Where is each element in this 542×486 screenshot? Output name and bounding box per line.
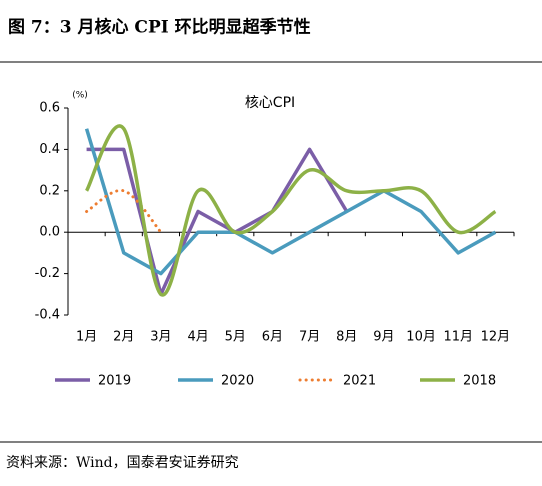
unit-label: (%) bbox=[72, 91, 88, 101]
series-line bbox=[85, 124, 497, 297]
y-tick-label: 0.0 bbox=[39, 225, 60, 240]
x-tick-label: 6月 bbox=[262, 330, 283, 345]
source: 资料来源：Wind，国泰君安证券研究 bbox=[6, 455, 239, 471]
y-tick-label: 0.6 bbox=[39, 101, 60, 116]
x-tick-label: 4月 bbox=[187, 330, 208, 345]
y-tick-label: -0.2 bbox=[35, 266, 60, 281]
y-tick-label: 0.2 bbox=[39, 183, 60, 198]
x-tick-label: 3月 bbox=[150, 330, 171, 345]
x-tick-label: 9月 bbox=[373, 330, 394, 345]
y-tick-label: -0.4 bbox=[35, 308, 60, 323]
y-tick-label: 0.4 bbox=[39, 142, 60, 157]
x-tick-label: 8月 bbox=[336, 330, 357, 345]
series-line bbox=[85, 189, 163, 234]
series-line bbox=[84, 128, 497, 276]
chart-title: 图 7：3 月核心 CPI 环比明显超季节性 bbox=[8, 17, 311, 38]
x-tick-label: 11月 bbox=[443, 330, 473, 345]
x-tick-label: 2月 bbox=[113, 330, 134, 345]
x-tick-label: 12月 bbox=[481, 330, 511, 345]
x-tick-label: 7月 bbox=[299, 330, 320, 345]
x-tick-label: 5月 bbox=[225, 330, 246, 345]
plot-title: 核心CPI bbox=[245, 95, 295, 111]
x-tick-label: 1月 bbox=[76, 330, 97, 345]
legend-label: 2018 bbox=[463, 374, 496, 389]
x-tick-label: 10月 bbox=[406, 330, 436, 345]
series-line bbox=[86, 147, 349, 297]
legend-label: 2020 bbox=[221, 374, 254, 389]
legend-label: 2021 bbox=[343, 374, 376, 389]
legend-label: 2019 bbox=[98, 374, 131, 389]
